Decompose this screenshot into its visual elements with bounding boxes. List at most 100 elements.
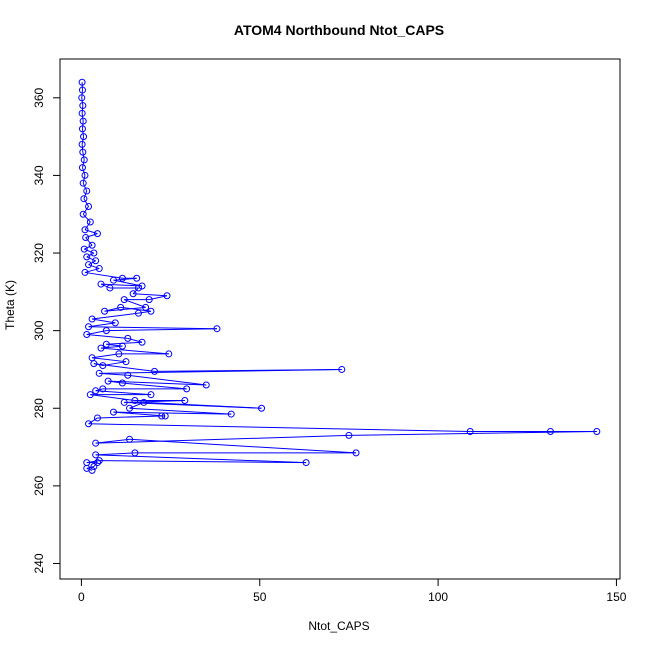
series-segment (92, 353, 119, 359)
y-axis-label: Theta (K) (3, 280, 17, 330)
data-point (202, 381, 210, 389)
data-point (124, 371, 132, 379)
data-point (92, 257, 100, 265)
data-point (79, 148, 87, 156)
data-point (147, 307, 155, 315)
data-point (118, 342, 126, 350)
series-segment (95, 454, 307, 464)
data-point (142, 303, 150, 311)
series-segment (97, 415, 162, 419)
data-point (147, 391, 155, 399)
data-point (110, 276, 118, 284)
x-tick-label: 150 (606, 590, 626, 604)
data-point (80, 245, 88, 253)
data-point (151, 367, 159, 375)
series-segment (113, 411, 166, 417)
series-segment (100, 345, 123, 349)
data-point (82, 234, 90, 242)
series-segment (88, 326, 217, 330)
series-segment (81, 136, 85, 145)
data-point (86, 218, 94, 226)
series-segment (84, 271, 123, 279)
series-points (78, 78, 601, 474)
data-point (92, 387, 100, 395)
series-segment (93, 462, 98, 467)
data-point (85, 202, 93, 210)
data-point (78, 109, 86, 117)
data-point (78, 125, 86, 133)
y-axis: 240 260 280 300 320 340 360 (32, 87, 60, 573)
series-segment (86, 252, 95, 258)
x-tick-label: 0 (78, 590, 85, 604)
series-segment (132, 287, 139, 295)
data-point (79, 179, 87, 187)
data-point (83, 253, 91, 261)
series-segment (81, 97, 84, 106)
series-segment (99, 460, 307, 464)
data-point (124, 334, 132, 342)
data-point (120, 398, 128, 406)
data-point (104, 377, 112, 385)
data-point (161, 412, 169, 420)
data-point (83, 331, 91, 339)
data-point (93, 414, 101, 422)
series-segment (133, 293, 168, 297)
series-segment (108, 380, 207, 386)
series-segment (81, 121, 84, 129)
plot-frame (59, 58, 621, 580)
data-point (145, 296, 153, 304)
data-point (118, 274, 126, 282)
data-point (134, 284, 142, 292)
series-segment (86, 256, 96, 262)
series-segment (83, 198, 89, 207)
data-point (83, 187, 91, 195)
series-segment (129, 438, 357, 454)
series-segment (84, 221, 91, 231)
data-point (163, 292, 171, 300)
y-tick-label: 340 (32, 165, 46, 185)
data-point (86, 391, 94, 399)
series-segment (84, 244, 93, 250)
series-segment (82, 206, 89, 215)
data-point (131, 396, 139, 404)
data-point (133, 274, 141, 282)
data-point (95, 369, 103, 377)
data-point (90, 462, 98, 470)
x-tick-label: 100 (428, 590, 448, 604)
series-segment (84, 248, 95, 254)
data-point (85, 261, 93, 269)
series-segment (81, 105, 84, 114)
series-segment (88, 260, 96, 266)
series-segment (106, 328, 217, 332)
data-point (80, 156, 88, 164)
data-point (88, 466, 96, 474)
data-point (227, 410, 235, 418)
data-point (183, 385, 191, 393)
series-segment (129, 407, 232, 415)
data-point (99, 362, 107, 370)
data-point (95, 457, 103, 465)
data-point (78, 78, 86, 86)
data-point (546, 428, 554, 436)
series-segment (113, 411, 232, 415)
data-point (338, 365, 346, 373)
data-point (92, 439, 100, 447)
data-point (140, 398, 148, 406)
data-point (81, 226, 89, 234)
series-segment (88, 423, 471, 433)
data-point (126, 435, 134, 443)
y-tick-label: 300 (32, 320, 46, 340)
data-point (102, 327, 110, 335)
data-point (345, 431, 353, 439)
series-segment (95, 452, 135, 456)
series-segment (104, 306, 146, 312)
series-segment (84, 268, 100, 273)
series-segment (122, 382, 187, 390)
data-point (134, 309, 142, 317)
data-point (126, 404, 134, 412)
data-point (78, 164, 86, 172)
series-segment (88, 417, 98, 425)
data-point (138, 282, 146, 290)
series-segment (81, 167, 86, 176)
series-segment (127, 337, 143, 343)
